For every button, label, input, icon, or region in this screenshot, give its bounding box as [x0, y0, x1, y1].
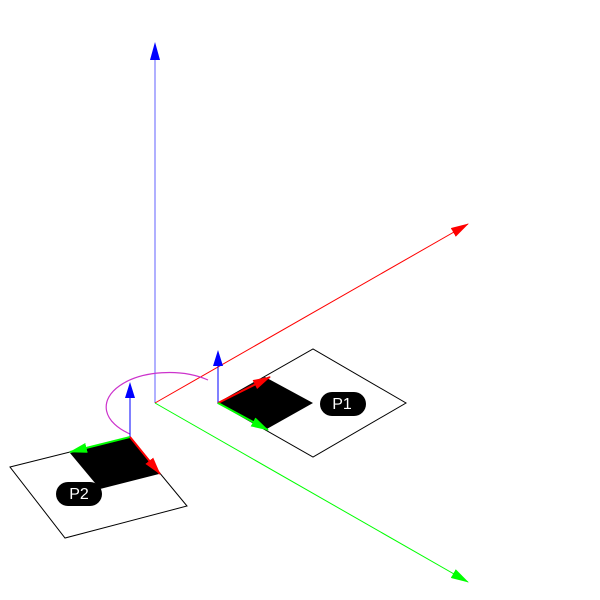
plane-patch — [70, 437, 159, 489]
plane-p2: P2 — [9, 382, 188, 539]
x-axis — [154, 223, 469, 404]
plane-label: P2 — [69, 486, 89, 503]
world-axes — [105, 42, 469, 583]
plane-p1: P1 — [213, 348, 407, 458]
local-x — [129, 436, 161, 475]
local-y — [217, 402, 269, 431]
plane-patch — [218, 377, 313, 430]
plane-outline — [216, 348, 407, 458]
local-y — [69, 436, 131, 453]
y-axis — [154, 402, 469, 583]
local-z-arrow — [125, 382, 135, 398]
rotation-arc — [105, 371, 209, 435]
plane-label: P1 — [332, 396, 352, 413]
z-arrow — [150, 42, 160, 60]
label-bg — [56, 482, 102, 506]
local-x — [217, 376, 271, 404]
label-bg — [320, 392, 366, 416]
local-z-arrow — [213, 350, 223, 366]
